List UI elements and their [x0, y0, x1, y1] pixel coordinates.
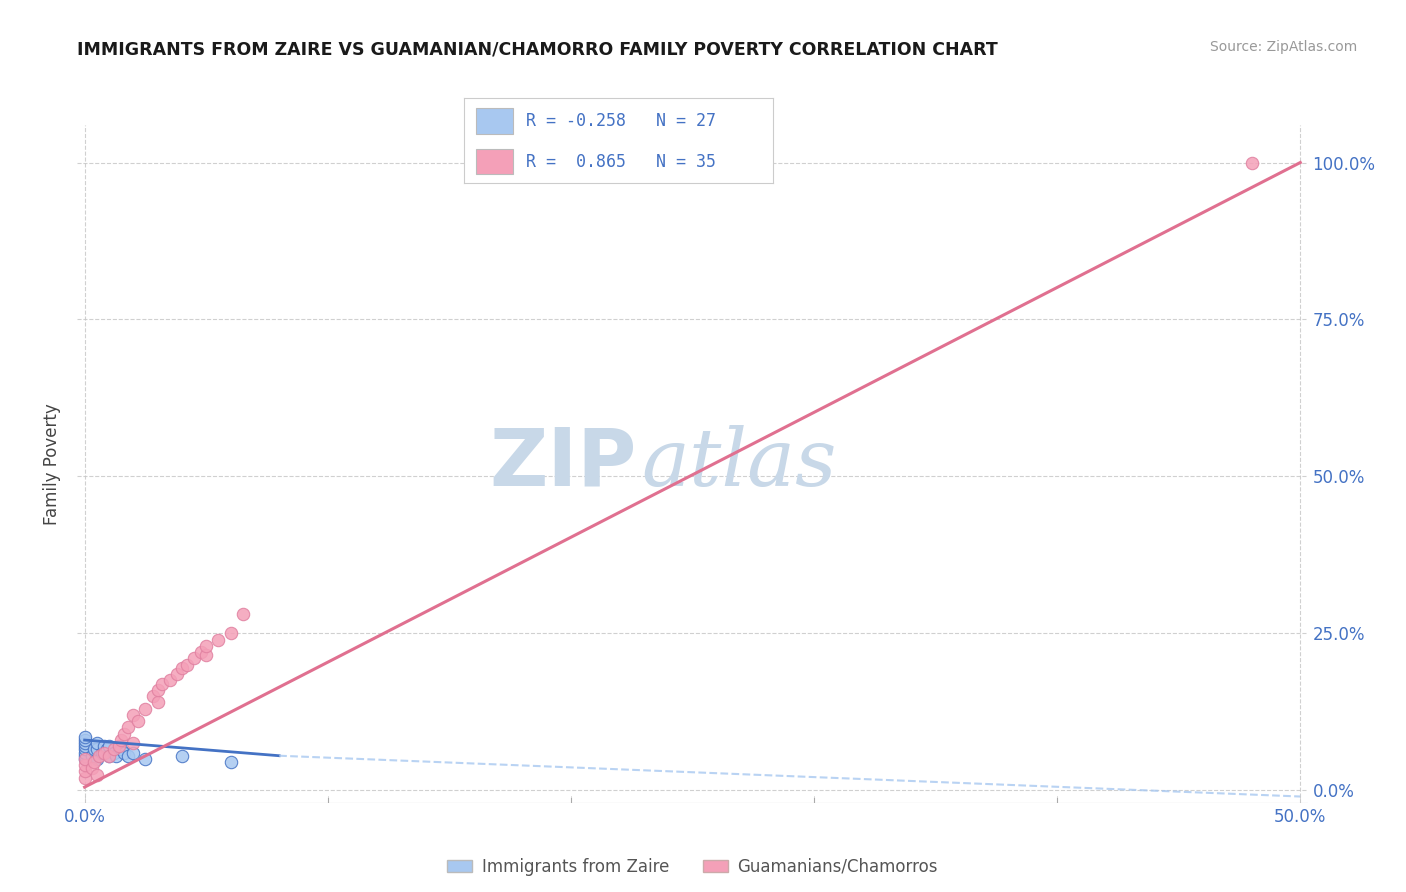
Point [1240, 155, 1263, 169]
Point [73, 748, 96, 763]
Legend: Immigrants from Zaire, Guamanians/Chamorros: Immigrants from Zaire, Guamanians/Chamor… [440, 851, 945, 882]
Point [83, 742, 105, 756]
Point [86, 767, 108, 781]
Point [183, 651, 205, 665]
Point [73, 736, 96, 750]
Point [170, 748, 193, 763]
Point [159, 673, 181, 688]
Point [73, 742, 96, 756]
Text: ZIP: ZIP [489, 425, 637, 503]
Point [86, 742, 108, 756]
Point [96, 742, 118, 756]
Point [146, 682, 169, 697]
Point [195, 648, 218, 663]
Point [122, 707, 145, 722]
FancyBboxPatch shape [477, 149, 513, 175]
Point [134, 701, 156, 715]
Point [166, 667, 188, 681]
Point [90, 746, 112, 760]
Point [219, 626, 242, 640]
Point [176, 657, 198, 672]
Point [86, 736, 108, 750]
Point [207, 632, 229, 647]
Point [83, 755, 105, 769]
Point [112, 746, 135, 760]
Text: Source: ZipAtlas.com: Source: ZipAtlas.com [1209, 40, 1357, 54]
Point [103, 742, 125, 756]
Point [232, 607, 254, 622]
Point [73, 758, 96, 772]
Point [195, 639, 218, 653]
Point [80, 761, 103, 775]
Point [107, 739, 129, 754]
Text: IMMIGRANTS FROM ZAIRE VS GUAMANIAN/CHAMORRO FAMILY POVERTY CORRELATION CHART: IMMIGRANTS FROM ZAIRE VS GUAMANIAN/CHAMO… [77, 40, 998, 58]
Point [110, 733, 132, 747]
Point [97, 748, 120, 763]
Point [127, 714, 149, 729]
Text: R =  0.865   N = 35: R = 0.865 N = 35 [526, 153, 716, 170]
Point [73, 771, 96, 785]
Point [73, 746, 96, 760]
Point [117, 721, 139, 735]
Point [89, 748, 111, 763]
Point [93, 746, 115, 760]
Point [73, 764, 96, 779]
FancyBboxPatch shape [477, 108, 513, 134]
Point [122, 746, 145, 760]
Point [219, 755, 242, 769]
Point [97, 739, 120, 754]
Point [110, 742, 132, 756]
Point [80, 748, 103, 763]
Point [73, 739, 96, 754]
Point [142, 689, 165, 703]
Y-axis label: Family Poverty: Family Poverty [44, 403, 62, 524]
Point [93, 739, 115, 754]
Point [117, 748, 139, 763]
Point [73, 752, 96, 766]
Point [112, 727, 135, 741]
Point [170, 661, 193, 675]
Point [73, 730, 96, 744]
Point [122, 736, 145, 750]
Point [152, 676, 174, 690]
Text: atlas: atlas [641, 425, 837, 502]
Point [105, 748, 128, 763]
Point [103, 746, 125, 760]
Point [73, 752, 96, 766]
Point [134, 752, 156, 766]
Point [146, 695, 169, 709]
Point [190, 645, 212, 659]
Text: R = -0.258   N = 27: R = -0.258 N = 27 [526, 112, 716, 130]
Point [97, 748, 120, 763]
Point [73, 733, 96, 747]
Point [86, 752, 108, 766]
